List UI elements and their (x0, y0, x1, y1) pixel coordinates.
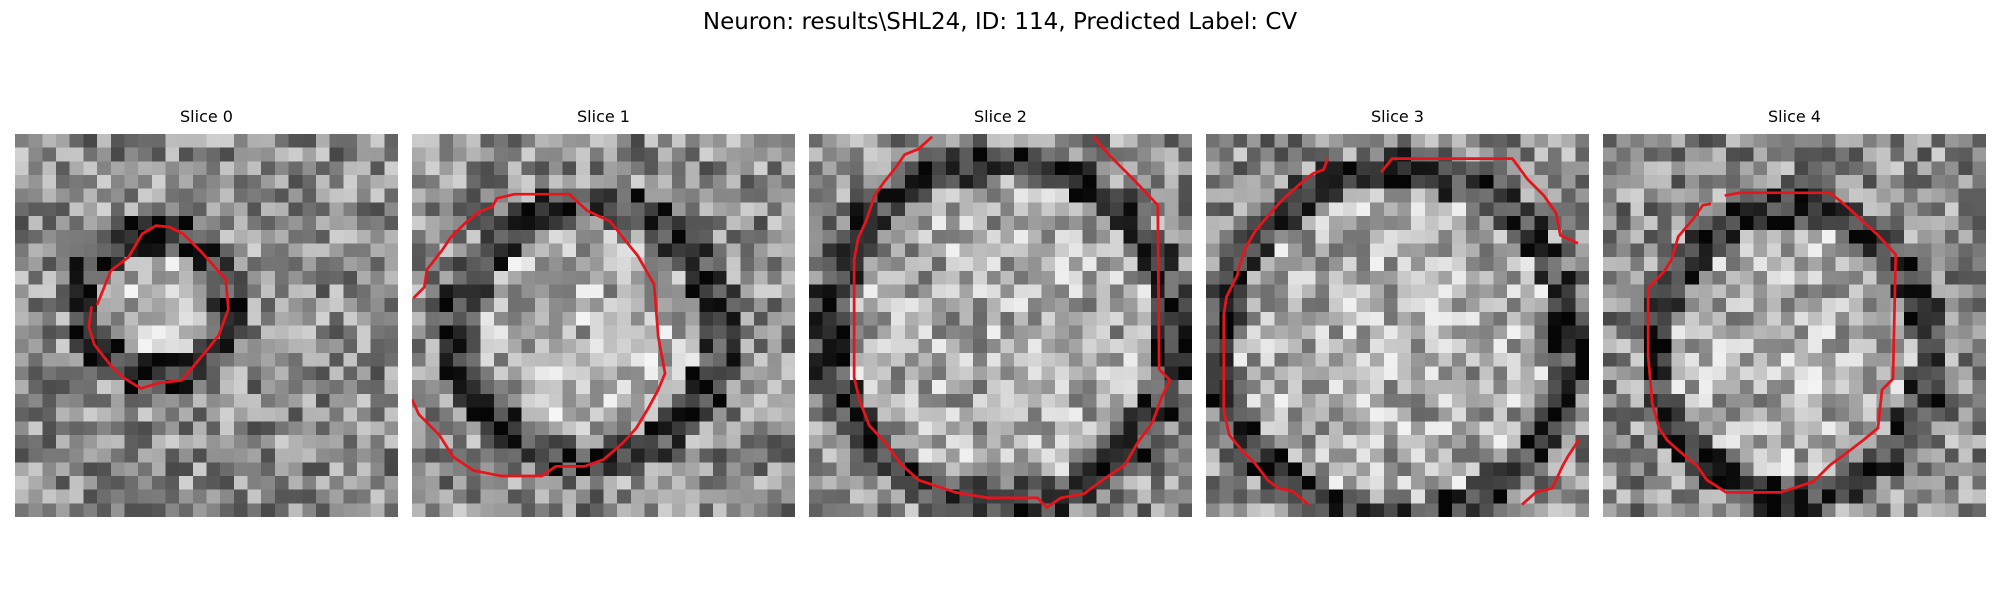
slice-image-4 (1603, 134, 1986, 517)
slice-image-2 (809, 134, 1192, 517)
slice-title-2: Slice 2 (974, 107, 1027, 126)
segmentation-contour-3-part-1 (1380, 157, 1579, 245)
slice-title-4: Slice 4 (1768, 107, 1821, 126)
slice-title-1: Slice 1 (577, 107, 630, 126)
slice-image-1 (412, 134, 795, 517)
figure-title: Neuron: results\SHL24, ID: 114, Predicte… (702, 9, 1298, 35)
segmentation-contour-3-part-2 (1521, 438, 1581, 506)
segmentation-contour-2 (852, 135, 1172, 509)
segmentation-contour-4 (1646, 191, 1898, 494)
segmentation-contour-3 (1222, 158, 1330, 506)
segmentation-contour-1 (412, 192, 667, 478)
slice-title-3: Slice 3 (1371, 107, 1424, 126)
slice-title-0: Slice 0 (180, 107, 233, 126)
slice-image-0 (15, 134, 398, 517)
segmentation-contour-0 (87, 224, 230, 390)
slice-image-3 (1206, 134, 1589, 517)
